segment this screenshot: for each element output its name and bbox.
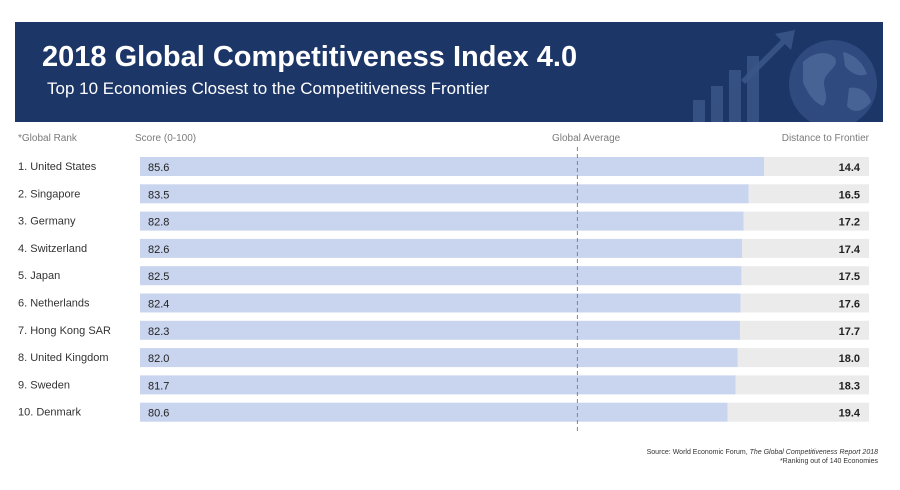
score-label: 81.7 [148, 380, 169, 392]
header-rank: *Global Rank [18, 133, 77, 144]
score-bar [140, 238, 743, 258]
footer: Source: World Economic Forum, The Global… [647, 448, 878, 466]
score-bar [140, 266, 742, 286]
score-bar [140, 402, 728, 422]
distance-label: 19.4 [839, 408, 861, 420]
distance-label: 17.7 [839, 326, 860, 338]
score-bar [140, 293, 741, 313]
distance-bar [764, 157, 869, 176]
header-global-average: Global Average [552, 133, 621, 144]
score-label: 85.6 [148, 162, 169, 174]
score-bar [140, 348, 738, 368]
distance-label: 17.4 [839, 244, 861, 256]
chart-subtitle: Top 10 Economies Closest to the Competit… [47, 79, 490, 98]
score-label: 82.4 [148, 299, 169, 311]
score-label: 82.6 [148, 244, 169, 256]
country-label: 10. Denmark [18, 407, 81, 419]
country-label: 2. Singapore [18, 188, 80, 200]
score-label: 82.5 [148, 271, 169, 283]
score-label: 80.6 [148, 408, 169, 420]
distance-label: 17.6 [839, 299, 860, 311]
header-distance: Distance to Frontier [781, 133, 869, 144]
distance-bar [740, 293, 869, 313]
distance-label: 17.2 [839, 217, 860, 229]
score-bar [140, 320, 740, 340]
distance-bar [742, 238, 869, 258]
distance-label: 16.5 [839, 189, 860, 201]
score-label: 82.3 [148, 326, 169, 338]
distance-bar [743, 211, 869, 231]
globe-land [803, 52, 871, 111]
source-note: Source: World Economic Forum, The Global… [647, 448, 878, 457]
growth-bar-3 [729, 70, 741, 122]
growth-bar-2 [711, 86, 723, 122]
score-label: 83.5 [148, 189, 169, 201]
country-label: 7. Hong Kong SAR [18, 325, 111, 337]
distance-label: 18.0 [839, 353, 860, 365]
distance-label: 14.4 [839, 162, 861, 174]
distance-bar [741, 266, 869, 286]
country-label: 4. Switzerland [18, 243, 87, 255]
score-bar [140, 157, 765, 176]
country-label: 1. United States [18, 161, 97, 173]
header-score: Score (0-100) [135, 133, 197, 144]
title-banner: 2018 Global Competitiveness Index 4.0 To… [15, 22, 883, 122]
ranking-note: *Ranking out of 140 Economies [779, 458, 878, 465]
country-label: 5. Japan [18, 270, 60, 282]
distance-bar [739, 320, 869, 340]
score-bar [140, 184, 749, 204]
score-label: 82.8 [148, 217, 169, 229]
growth-arrow [741, 30, 795, 84]
country-label: 9. Sweden [18, 379, 70, 391]
distance-bar [727, 402, 869, 422]
score-label: 82.0 [148, 353, 169, 365]
score-bar [140, 211, 744, 231]
distance-bar [735, 375, 869, 395]
distance-bar [748, 184, 869, 204]
growth-globe-icon [693, 30, 877, 122]
source-prefix: Source: World Economic Forum, [646, 449, 750, 456]
country-label: 8. United Kingdom [18, 352, 109, 364]
distance-bar [737, 348, 869, 368]
chart-title: 2018 Global Competitiveness Index 4.0 [42, 41, 578, 73]
country-label: 6. Netherlands [18, 298, 90, 310]
distance-label: 18.3 [839, 380, 860, 392]
distance-label: 17.5 [839, 271, 860, 283]
score-bar [140, 375, 736, 395]
country-label: 3. Germany [18, 216, 76, 228]
source-title: The Global Competitiveness Report 2018 [749, 449, 878, 456]
growth-bar-1 [693, 100, 705, 122]
